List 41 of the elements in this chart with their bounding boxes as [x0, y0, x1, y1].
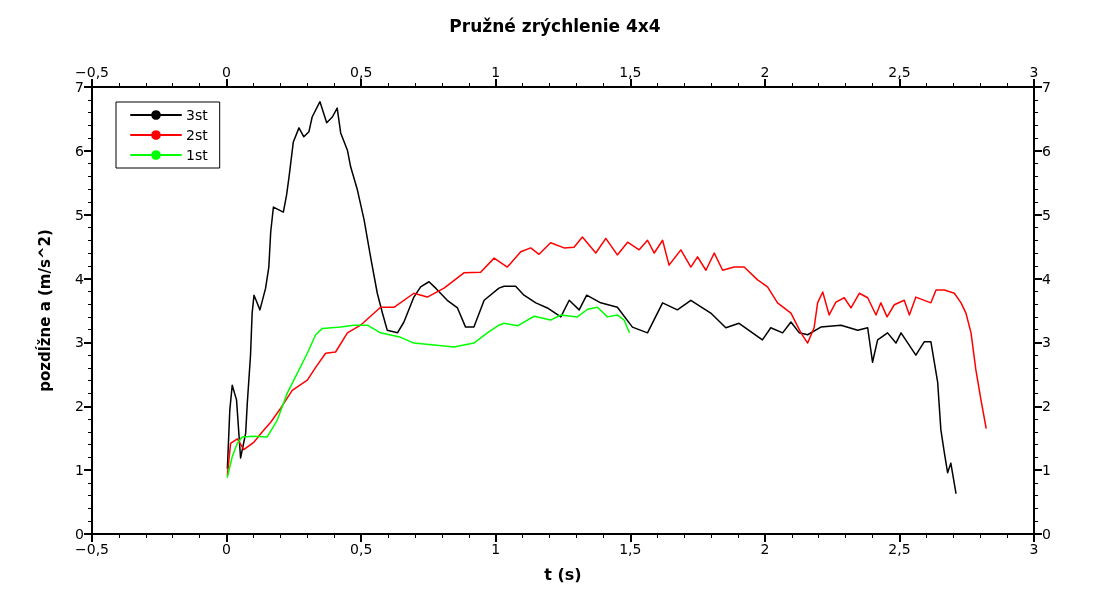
x2-tick-label: 2: [760, 64, 770, 80]
y2-tick-label: 5: [1042, 206, 1051, 223]
x-tick-label: 0,5: [350, 541, 373, 557]
y-tick-label: 1: [75, 462, 84, 479]
x2-tick-label: 2,5: [888, 64, 911, 80]
y-tick-label: 6: [75, 142, 85, 159]
line-series: [226, 100, 957, 494]
y-tick-label: 2: [75, 398, 84, 415]
x-tick-label: 1,5: [619, 541, 642, 557]
legend-label: 3st: [186, 107, 209, 123]
y2-tick-label: 4: [1042, 270, 1051, 287]
y-tick-label: 5: [75, 206, 84, 223]
legend-label: 2st: [186, 127, 209, 143]
line-series: [226, 306, 630, 478]
y-tick-label: 3: [75, 334, 84, 351]
x-tick-label: 0: [222, 541, 232, 557]
x2-tick-label: 1: [491, 64, 501, 80]
x-tick-label: 3: [1029, 541, 1039, 557]
x-axis-title: t (s): [544, 564, 582, 584]
y2-tick-label: 0: [1042, 526, 1051, 542]
x-tick-label: 1: [491, 541, 501, 557]
chart-title: Pružné zrýchlenie 4x4: [449, 15, 661, 36]
y-tick-label: 4: [75, 270, 85, 287]
y-tick-label: 7: [75, 79, 84, 95]
y-tick-label: 0: [75, 526, 84, 542]
y2-tick-label: 2: [1042, 398, 1051, 415]
x2-tick-label: 0: [222, 64, 232, 80]
legend-label: 1st: [186, 147, 209, 163]
y-axis-title: pozdĺžne a (m/s^2): [34, 229, 54, 392]
x2-tick-label: 3: [1029, 64, 1039, 80]
y2-tick-label: 3: [1042, 334, 1051, 351]
x-tick-label: 2,5: [888, 541, 911, 557]
line-series: [226, 236, 987, 476]
x-tick-label: 2: [760, 541, 770, 557]
y2-tick-label: 6: [1042, 142, 1051, 159]
y2-tick-label: 7: [1042, 79, 1051, 95]
x-tick-label: −0,5: [75, 541, 109, 557]
x2-tick-label: −0,5: [75, 64, 109, 80]
x2-tick-label: 1,5: [619, 64, 642, 80]
x2-tick-label: 0,5: [350, 64, 373, 80]
y2-tick-label: 1: [1042, 462, 1051, 479]
